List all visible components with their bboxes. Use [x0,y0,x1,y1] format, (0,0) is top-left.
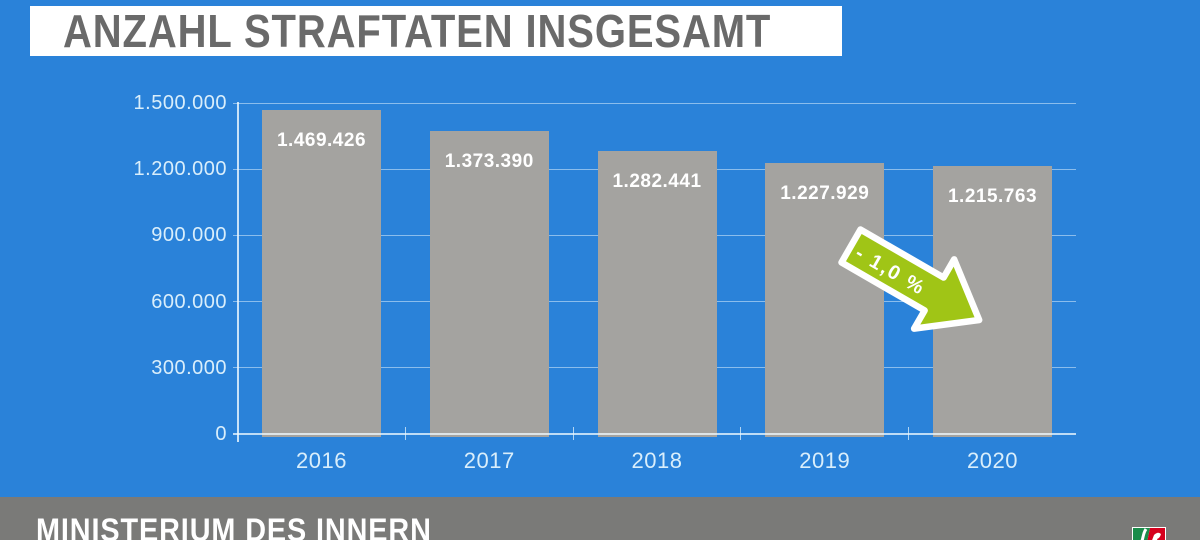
bar-value-label: 1.227.929 [780,183,870,205]
arrow-down-right-icon [838,226,983,332]
grid-line [233,102,1076,104]
x-axis-tick [740,427,742,440]
y-axis-tick-label: 300.000 [151,356,227,379]
bar-2016 [262,109,381,437]
nrw-coat-of-arms-icon [1132,527,1166,540]
x-axis-tick [572,427,574,440]
bar-value-label: 1.282.441 [612,171,702,192]
y-axis-tick-label: 1.500.000 [133,92,227,114]
chart-title: ANZAHL STRAFTATEN INSGESAMT [63,5,772,57]
x-axis-tick-label: 2017 [463,448,515,473]
bar-value-label: 1.469.426 [276,129,367,151]
x-axis-line [233,433,1076,435]
x-axis-tick-label: 2016 [296,448,347,473]
footer-bar: MINISTERIUM DES INNERN [0,497,1200,540]
x-axis-tick [404,427,406,440]
y-axis-tick-label: 600.000 [151,290,227,313]
bar-2019 [765,163,885,437]
change-arrow-annotation: - 1,0 % [838,226,983,332]
x-axis-tick-label: 2018 [631,448,683,473]
y-axis-tick-label: 1.200.000 [133,158,227,181]
title-banner: ANZAHL STRAFTATEN INSGESAMT [30,6,842,56]
bar-value-label: 1.373.390 [444,150,534,172]
bar-value-label: 1.215.763 [947,185,1038,207]
x-axis-tick [908,427,910,440]
y-axis-line [237,102,239,442]
x-axis-tick-label: 2020 [967,448,1018,473]
bar-2017 [429,130,549,437]
x-axis-tick-label: 2019 [799,448,851,473]
footer-ministry-label: MINISTERIUM DES INNERN [36,512,432,540]
y-axis-tick-label: 0 [215,423,227,445]
y-axis-tick-label: 900.000 [151,224,227,247]
bar-2018 [597,151,717,437]
chart-area: 1.500.000 1.200.000 900.000 600.000 300.000 0… [133,92,1076,473]
